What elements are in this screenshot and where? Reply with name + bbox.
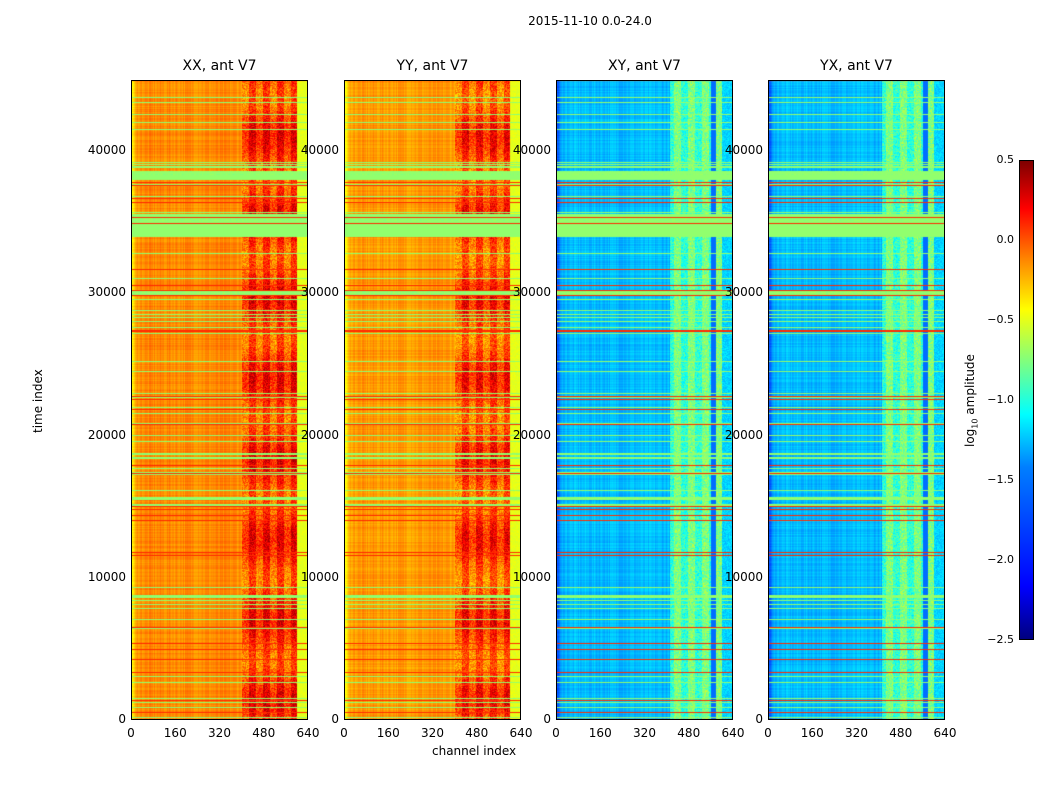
x-tick-label: 320 [633, 726, 656, 740]
heatmap-panel-3: XY, ant V7 0 160 320 480 640 0 10000 20000 30000 4… [513, 58, 745, 740]
y-tick-label: 30000 [300, 285, 339, 300]
y-tick-label: 30000 [512, 285, 551, 300]
x-axis-label: channel index [432, 744, 517, 758]
x-tick-label: 480 [252, 726, 276, 740]
heatmap-panel-2: YY, ant V7 0 160 320 480 640 0 10000 20000 30000 4… [301, 58, 533, 740]
x-tick-label: 320 [208, 726, 231, 740]
colorbar-tick-label: −1.5 [987, 473, 1014, 486]
y-axis-label: time index [31, 369, 45, 433]
panel-title: YY, ant V7 [396, 58, 469, 74]
panel-title: XY, ant V7 [608, 58, 681, 74]
heatmap-image [344, 80, 521, 720]
x-tick-label: 0 [127, 726, 135, 740]
heatmap-panel-4: YX, ant V7 0 160 320 480 640 0 10000 20000 30000 4… [725, 58, 957, 740]
x-tick-label: 160 [588, 726, 612, 740]
colorbar-tick-label: −2.5 [987, 633, 1014, 646]
y-tick-label: 20000 [87, 427, 126, 442]
y-tick-label: 40000 [87, 143, 126, 158]
x-tick-label: 640 [296, 726, 320, 740]
heatmap-image [131, 80, 308, 720]
y-tick-label: 0 [543, 712, 551, 726]
x-tick-label: 320 [421, 726, 444, 740]
colorbar-tick-label: −2.0 [987, 553, 1014, 566]
y-tick-label: 40000 [300, 143, 339, 158]
heatmap-image [768, 80, 945, 720]
plot-frame [768, 80, 945, 720]
y-tick-label: 10000 [300, 569, 339, 584]
y-tick-label: 0 [118, 712, 126, 726]
x-tick-label: 0 [340, 726, 348, 740]
colorbar-tick-label: −0.5 [987, 313, 1014, 326]
plot-frame [556, 80, 733, 720]
x-tick-label: 480 [677, 726, 701, 740]
y-tick-label: 10000 [724, 569, 763, 584]
plot-frame [344, 80, 521, 720]
x-tick-label: 160 [376, 726, 400, 740]
x-tick-label: 640 [721, 726, 745, 740]
y-tick-label: 40000 [512, 143, 551, 158]
y-tick-label: 30000 [724, 285, 763, 300]
x-tick-label: 640 [933, 726, 957, 740]
heatmap-panel-1: XX, ant V7 0 160 320 480 640 0 10000 20000 30000 4… [88, 58, 320, 740]
x-tick-label: 480 [465, 726, 489, 740]
colorbar-label: log10 amplitude [963, 354, 980, 447]
y-tick-label: 0 [331, 712, 339, 726]
y-tick-label: 0 [755, 712, 763, 726]
colorbar [1019, 160, 1034, 640]
x-tick-label: 160 [163, 726, 187, 740]
x-tick-label: 320 [845, 726, 868, 740]
y-tick-label: 30000 [87, 285, 126, 300]
colorbar-tick-label: 0.0 [996, 233, 1015, 246]
y-tick-label: 20000 [300, 427, 339, 442]
x-tick-label: 480 [889, 726, 913, 740]
x-tick-label: 640 [509, 726, 533, 740]
y-tick-label: 20000 [512, 427, 551, 442]
x-tick-label: 0 [764, 726, 772, 740]
colorbar-tick-label: 0.5 [996, 153, 1015, 166]
x-tick-label: 0 [552, 726, 560, 740]
colorbar-tick-label: −1.0 [987, 393, 1014, 406]
heatmap-image [556, 80, 733, 720]
y-tick-label: 10000 [512, 569, 551, 584]
figure-title: 2015-11-10 0.0-24.0 [528, 14, 652, 28]
y-tick-label: 40000 [724, 143, 763, 158]
x-tick-label: 160 [800, 726, 824, 740]
panel-title: XX, ant V7 [182, 58, 257, 74]
y-tick-label: 20000 [724, 427, 763, 442]
plot-frame [131, 80, 308, 720]
y-tick-label: 10000 [87, 569, 126, 584]
panel-title: YX, ant V7 [820, 58, 893, 74]
